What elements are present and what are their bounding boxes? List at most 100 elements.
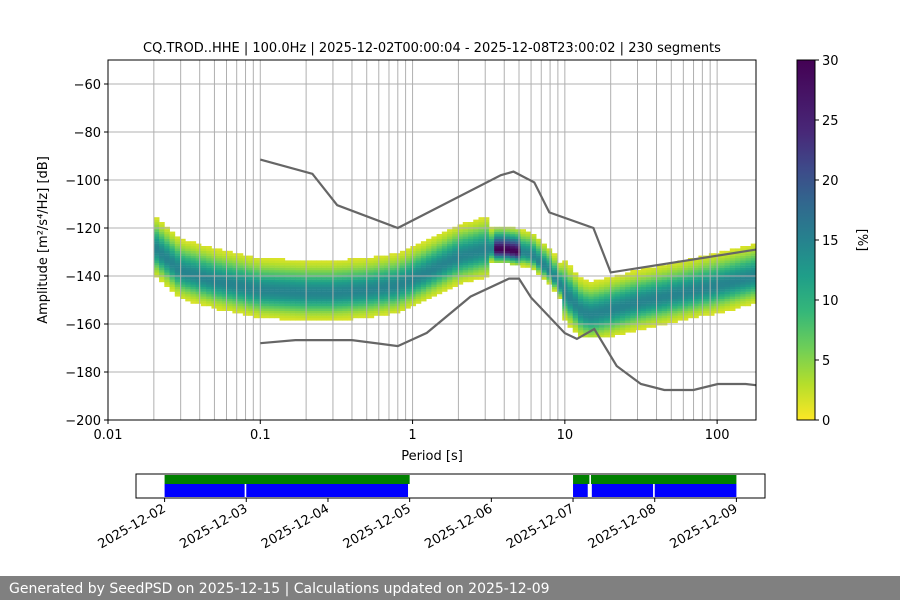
- coverage-bar-blue: [591, 484, 654, 497]
- heatmap-cell: [373, 284, 380, 287]
- heatmap-cell: [305, 262, 312, 266]
- heatmap-cell: [462, 262, 469, 266]
- heatmap-cell: [279, 294, 286, 297]
- heatmap-cell: [593, 303, 600, 307]
- heatmap-cell: [321, 272, 328, 275]
- heatmap-cell: [452, 250, 458, 254]
- heatmap-cell: [426, 277, 432, 280]
- heatmap-cell: [572, 303, 579, 307]
- heatmap-cell: [614, 313, 621, 316]
- heatmap-cell: [729, 277, 736, 280]
- heatmap-cell: [420, 243, 427, 247]
- heatmap-cell: [321, 301, 328, 304]
- heatmap-cell: [342, 265, 348, 268]
- heatmap-cell: [227, 277, 233, 280]
- heatmap-cell: [295, 291, 301, 295]
- heatmap-cell: [326, 308, 333, 311]
- heatmap-cell: [415, 296, 422, 299]
- heatmap-cell: [598, 318, 605, 321]
- heatmap-cell: [363, 291, 369, 295]
- heatmap-cell: [410, 277, 417, 280]
- heatmap-cell: [174, 236, 181, 239]
- heatmap-cell: [180, 279, 186, 283]
- heatmap-cell: [515, 248, 521, 251]
- heatmap-cell: [520, 253, 527, 256]
- heatmap-cell: [473, 272, 479, 275]
- heatmap-cell: [635, 291, 642, 295]
- heatmap-cell: [682, 265, 689, 268]
- heatmap-cell: [185, 262, 191, 266]
- heatmap-cell: [331, 310, 338, 314]
- heatmap-cell: [457, 272, 464, 275]
- heatmap-cell: [190, 253, 197, 256]
- heatmap-cell: [279, 279, 286, 283]
- heatmap-cell: [630, 306, 636, 309]
- heatmap-cell: [604, 325, 610, 328]
- heatmap-cell: [253, 308, 259, 311]
- heatmap-cell: [698, 270, 705, 273]
- heatmap-cell: [384, 286, 390, 290]
- heatmap-cell: [405, 286, 411, 290]
- heatmap-cell: [509, 241, 516, 244]
- heatmap-cell: [436, 270, 443, 273]
- heatmap-cell: [347, 279, 354, 283]
- heatmap-cell: [598, 289, 605, 292]
- heatmap-cell: [609, 318, 616, 321]
- heatmap-cell: [373, 289, 380, 292]
- heatmap-cell: [269, 260, 275, 263]
- heatmap-cell: [232, 260, 239, 263]
- heatmap-cell: [735, 270, 741, 273]
- heatmap-cell: [216, 258, 223, 261]
- heatmap-cell: [672, 320, 678, 323]
- heatmap-cell: [452, 265, 458, 268]
- heatmap-cell: [279, 270, 286, 273]
- heatmap-cell: [666, 315, 673, 319]
- heatmap-cell: [295, 279, 301, 283]
- heatmap-cell: [321, 318, 328, 321]
- heatmap-cell: [452, 236, 458, 239]
- heatmap-cell: [583, 306, 589, 309]
- heatmap-cell: [625, 294, 631, 297]
- heatmap-cell: [258, 301, 265, 304]
- heatmap-cell: [200, 258, 207, 261]
- heatmap-cell: [462, 243, 469, 247]
- heatmap-cell: [153, 219, 160, 223]
- heatmap-cell: [719, 255, 725, 259]
- heatmap-cell: [525, 253, 532, 256]
- heatmap-cell: [174, 238, 181, 242]
- heatmap-cell: [745, 291, 752, 295]
- heatmap-cell: [174, 270, 181, 273]
- heatmap-cell: [206, 284, 212, 287]
- heatmap-cell: [640, 298, 647, 302]
- heatmap-cell: [468, 238, 474, 242]
- heatmap-cell: [687, 296, 694, 299]
- heatmap-cell: [719, 310, 725, 314]
- heatmap-cell: [530, 236, 537, 239]
- heatmap-cell: [279, 286, 286, 290]
- heatmap-cell: [420, 248, 427, 251]
- heatmap-cell: [373, 279, 380, 283]
- heatmap-cell: [666, 291, 673, 295]
- heatmap-cell: [541, 277, 547, 280]
- heatmap-cell: [358, 294, 364, 297]
- heatmap-cell: [478, 265, 485, 268]
- heatmap-cell: [164, 246, 170, 249]
- heatmap-cell: [321, 306, 328, 309]
- heatmap-cell: [232, 258, 239, 261]
- heatmap-cell: [735, 289, 741, 292]
- x-tick-label: 0.1: [250, 428, 271, 443]
- heatmap-cell: [740, 262, 746, 266]
- heatmap-cell: [698, 284, 705, 287]
- heatmap-cell: [483, 255, 490, 259]
- heatmap-cell: [478, 272, 485, 275]
- heatmap-cell: [253, 272, 259, 275]
- heatmap-cell: [321, 291, 328, 295]
- heatmap-cell: [577, 327, 584, 331]
- heatmap-cell: [358, 282, 364, 285]
- heatmap-cell: [310, 277, 317, 280]
- heatmap-cell: [687, 270, 694, 273]
- heatmap-cell: [572, 330, 579, 333]
- heatmap-cell: [216, 270, 223, 273]
- heatmap-cell: [227, 296, 233, 299]
- heatmap-cell: [661, 286, 668, 290]
